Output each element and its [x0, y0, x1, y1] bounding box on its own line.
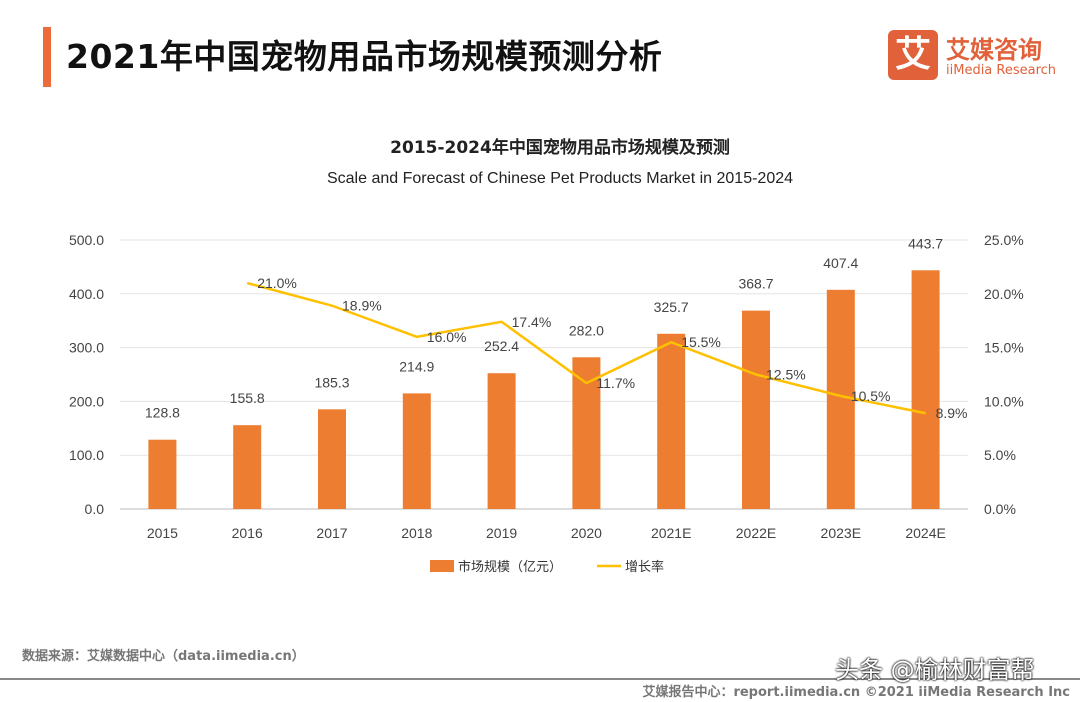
logo-en: iiMedia Research	[946, 63, 1057, 78]
chart-subtitle: Scale and Forecast of Chinese Pet Produc…	[326, 170, 794, 187]
right-tick-label: 0.0%	[984, 501, 1016, 517]
bar	[911, 270, 940, 509]
x-tick-label: 2024E	[905, 525, 945, 541]
left-tick-label: 200.0	[69, 393, 104, 409]
bar-label: 155.8	[230, 390, 265, 406]
x-tick-label: 2021E	[651, 525, 691, 541]
bar-label: 282.0	[569, 322, 604, 338]
legend-bar-label: 市场规模（亿元）	[458, 559, 562, 575]
footer-report: 艾媒报告中心：report.iimedia.cn ©2021 iiMedia R…	[642, 685, 1070, 700]
x-tick-label: 2015	[147, 525, 178, 541]
x-tick-label: 2016	[232, 525, 263, 541]
left-tick-label: 300.0	[69, 340, 104, 356]
bar	[826, 289, 855, 509]
bar-label: 185.3	[314, 374, 349, 390]
data-source: 数据来源：艾媒数据中心（data.iimedia.cn）	[22, 649, 305, 664]
page-title: 2021年中国宠物用品市场规模预测分析	[66, 37, 663, 76]
logo-icon: 艾	[888, 30, 938, 80]
x-tick-label: 2017	[316, 525, 347, 541]
bar	[742, 310, 770, 509]
iimedia-logo: 艾 艾媒咨询 iiMedia Research	[888, 30, 1060, 82]
line-label: 12.5%	[766, 367, 806, 383]
bar-label: 368.7	[738, 276, 773, 292]
bar	[657, 333, 686, 509]
bar	[318, 409, 346, 509]
legend-line-label: 增长率	[625, 559, 664, 575]
x-tick-label: 2018	[401, 525, 432, 541]
x-tick-label: 2023E	[821, 525, 861, 541]
line-label: 17.4%	[512, 314, 552, 330]
watermark: 头条 @榆林财富帮	[835, 656, 1035, 684]
legend-bar-swatch	[430, 560, 454, 572]
bar-label: 325.7	[654, 299, 689, 315]
left-tick-label: 0.0	[85, 501, 105, 517]
right-tick-label: 10.0%	[984, 393, 1024, 409]
bar-label: 252.4	[484, 338, 519, 354]
left-tick-label: 100.0	[69, 447, 104, 463]
bar	[487, 373, 516, 509]
line-label: 11.7%	[596, 375, 635, 391]
line-label: 18.9%	[342, 298, 382, 314]
right-tick-label: 20.0%	[984, 286, 1024, 302]
line-label: 15.5%	[681, 334, 721, 350]
line-label: 10.5%	[851, 388, 891, 404]
right-tick-label: 25.0%	[984, 232, 1024, 248]
right-tick-label: 5.0%	[984, 447, 1016, 463]
bar	[148, 439, 177, 509]
bar	[402, 393, 431, 509]
logo-cn: 艾媒咨询	[946, 36, 1042, 64]
chart-title: 2015-2024年中国宠物用品市场规模及预测	[390, 138, 730, 158]
line-label: 8.9%	[936, 405, 968, 421]
bar	[233, 425, 262, 509]
bar-label: 407.4	[823, 255, 858, 271]
x-tick-label: 2019	[486, 525, 517, 541]
bar-label: 128.8	[145, 405, 180, 421]
line-label: 21.0%	[257, 275, 297, 291]
bar-label: 214.9	[399, 358, 434, 374]
x-tick-label: 2022E	[736, 525, 776, 541]
line-label: 16.0%	[427, 329, 467, 345]
left-tick-label: 500.0	[69, 232, 104, 248]
right-tick-label: 15.0%	[984, 340, 1024, 356]
title-accent-bar	[43, 27, 51, 87]
x-tick-label: 2020	[571, 525, 602, 541]
left-tick-label: 400.0	[69, 286, 104, 302]
bar-label: 443.7	[908, 235, 943, 251]
footer-divider	[0, 678, 1080, 680]
